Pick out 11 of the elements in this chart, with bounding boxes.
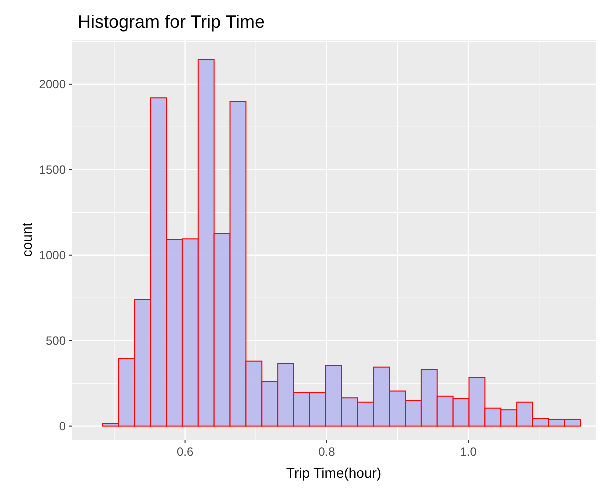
x-tick-label: 0.6 bbox=[176, 445, 194, 459]
y-tick-label: 2000 bbox=[39, 78, 66, 92]
chart-title: Histogram for Trip Time bbox=[78, 12, 266, 32]
y-tick-label: 1000 bbox=[39, 248, 66, 263]
x-axis-title: Trip Time(hour) bbox=[286, 465, 382, 481]
x-tick-label: 0.8 bbox=[318, 445, 336, 459]
y-tick-label: 1500 bbox=[39, 163, 66, 178]
y-tick-label: 500 bbox=[46, 334, 66, 348]
y-axis-title: count bbox=[19, 222, 35, 258]
y-tick-label: 0 bbox=[59, 420, 66, 434]
x-tick-label: 1.0 bbox=[460, 445, 478, 459]
